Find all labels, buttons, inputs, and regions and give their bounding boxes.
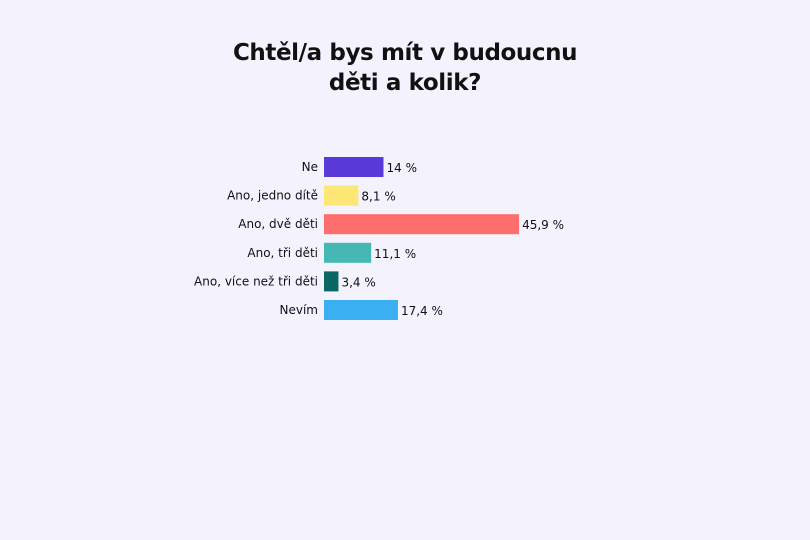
- value-label: 17,4 %: [401, 304, 443, 318]
- chart-title-line-2: děti a kolik?: [328, 70, 482, 96]
- category-label: Ne: [302, 160, 318, 174]
- category-label: Nevím: [280, 303, 318, 317]
- bar-row: Ano, tři děti 11,1 %: [247, 242, 416, 263]
- bar: [324, 214, 520, 235]
- bar-row: Ne 14 %: [302, 157, 417, 177]
- bar-row: Ano, dvě děti 45,9 %: [238, 214, 564, 235]
- bar: [324, 185, 359, 206]
- value-label: 8,1 %: [361, 190, 395, 204]
- bar-row: Ano, více než tři děti 3,4 %: [194, 271, 376, 292]
- bar: [324, 157, 384, 177]
- bar-row: Ano, jedno dítě 8,1 %: [227, 185, 396, 206]
- bar: [324, 242, 372, 263]
- bar-row: Nevím 17,4 %: [280, 300, 443, 320]
- category-label: Ano, dvě děti: [238, 217, 318, 231]
- value-label: 14 %: [387, 161, 418, 175]
- bar: [324, 271, 339, 292]
- value-label: 3,4 %: [341, 275, 375, 289]
- bar: [324, 300, 398, 320]
- value-label: 45,9 %: [522, 218, 564, 232]
- value-label: 11,1 %: [374, 247, 416, 261]
- category-label: Ano, tři děti: [247, 246, 318, 260]
- category-label: Ano, jedno dítě: [227, 189, 318, 203]
- category-label: Ano, více než tři děti: [194, 274, 318, 288]
- chart-title: Chtěl/a bys mít v budoucnu děti a kolik?: [0, 38, 810, 98]
- chart-title-line-1: Chtěl/a bys mít v budoucnu: [232, 40, 578, 66]
